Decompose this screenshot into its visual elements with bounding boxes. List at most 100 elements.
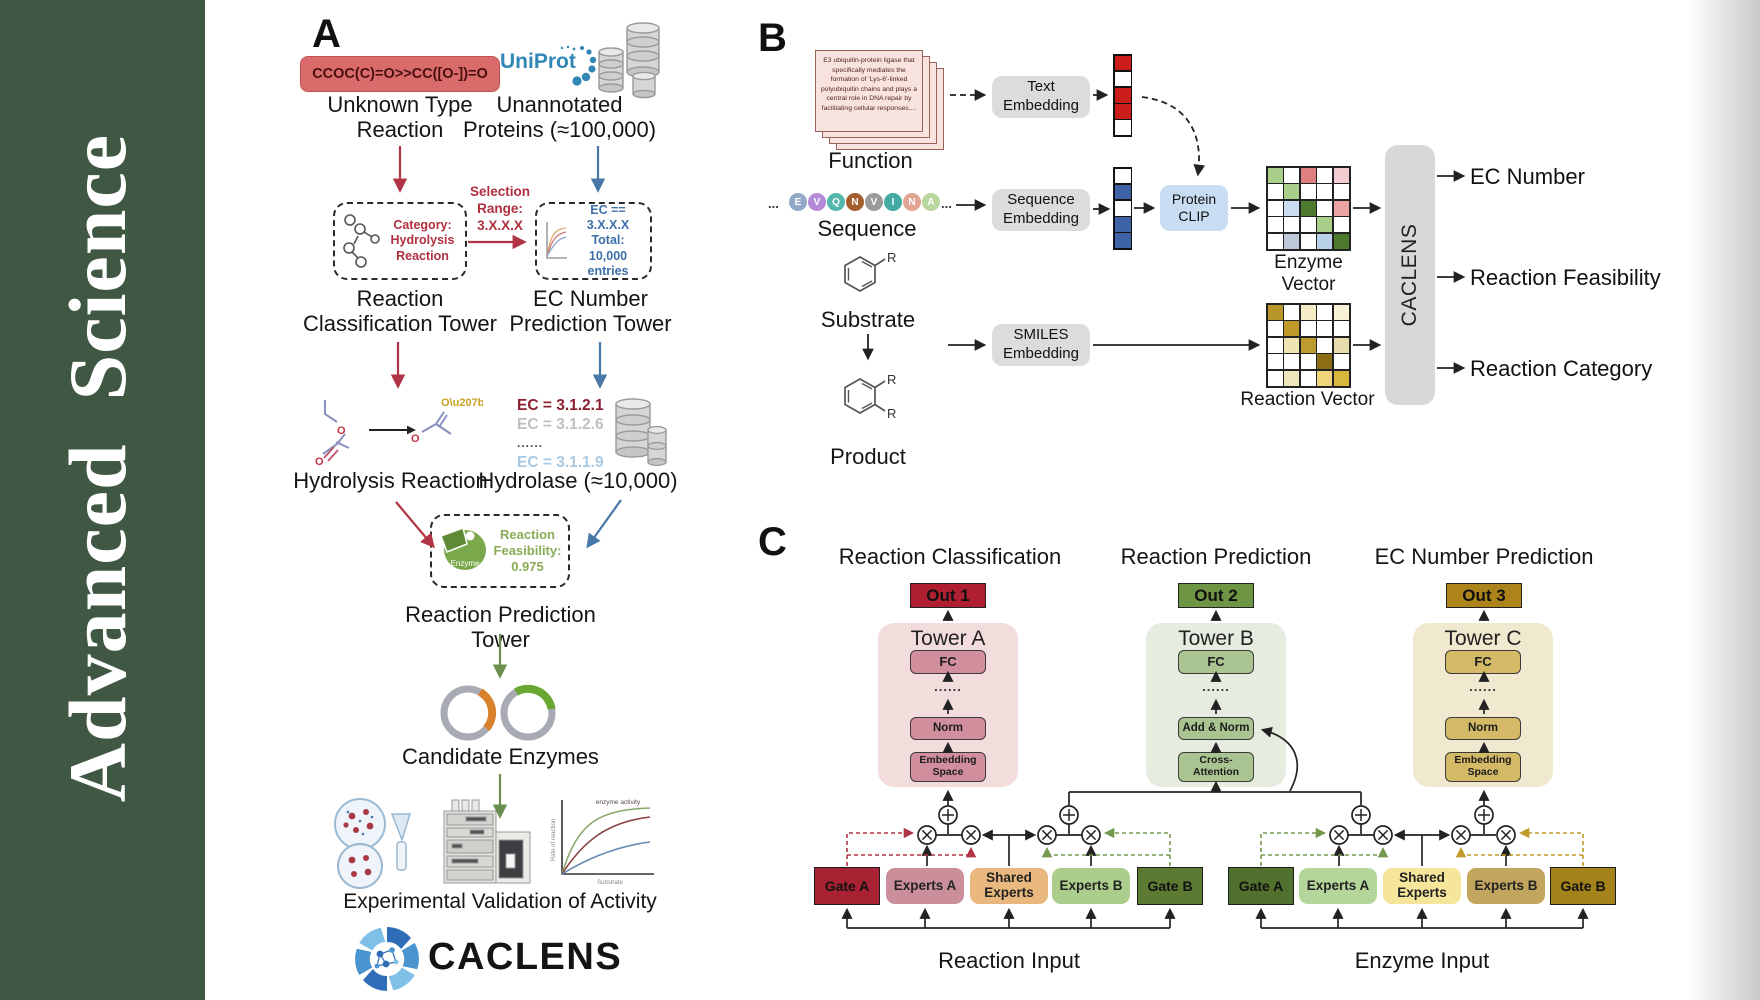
hydrolysis-molecules-icon: O O O\u207b O — [315, 397, 483, 466]
product-label: Product — [830, 444, 906, 469]
vector-cell — [1333, 321, 1349, 337]
sequence-embedding-box: Sequence Embedding — [992, 189, 1090, 231]
vector-cell — [1317, 184, 1333, 200]
residue-circle: V — [865, 193, 883, 211]
ec-item: EC = 3.1.1.9 — [517, 454, 604, 471]
panel-a-label: A — [312, 12, 341, 56]
tower-a-dots: ...... — [934, 679, 962, 694]
vector-cell — [1300, 321, 1316, 337]
vector-cell — [1267, 321, 1283, 337]
out2-box: Out 2 — [1178, 583, 1254, 608]
vector-cell — [1267, 354, 1283, 370]
page-edge-shadow — [1688, 0, 1760, 1000]
enzyme-shared-experts: Shared Experts — [1383, 868, 1461, 904]
substrate-molecule-icon: R — [844, 250, 896, 292]
feasibility-text: Reaction Feasibility: 0.975 — [493, 526, 562, 575]
ec-item-ellipsis: ...... — [517, 436, 544, 450]
vector-cell — [1333, 337, 1349, 353]
vector-cell — [1333, 370, 1349, 386]
vector-cell — [1284, 354, 1300, 370]
ec-filter-text: EC == 3.X.X.X Total: 10,000 entries — [586, 202, 630, 278]
vector-cell — [1267, 370, 1283, 386]
output-reaction-feasibility: Reaction Feasibility — [1470, 265, 1661, 290]
candidate-enzymes-label: Candidate Enzymes — [402, 744, 599, 769]
tower-b-addnorm-layer: Add & Norm — [1178, 717, 1254, 740]
tower-a: Tower A FC ...... Norm Embedding Space — [878, 623, 1018, 787]
vector-cell — [1300, 200, 1316, 216]
tower-c-fc-layer: FC — [1445, 650, 1521, 674]
vector-cell — [1333, 217, 1349, 233]
protein-clip-box: Protein CLIP — [1160, 185, 1228, 231]
tower-b-dots: ...... — [1202, 679, 1230, 694]
output-ec-number: EC Number — [1470, 164, 1585, 189]
vector-cell — [1114, 87, 1131, 103]
reaction-feasibility-box: Enzyme Reaction Feasibility: 0.975 — [430, 514, 570, 588]
enzyme-experts-b: Experts B — [1467, 868, 1545, 904]
vector-cell — [1284, 200, 1300, 216]
tower-a-norm-layer: Norm — [910, 717, 986, 740]
substrate-label: Substrate — [820, 307, 916, 332]
product-molecule-icon: R R — [844, 372, 896, 421]
residue-circle: A — [922, 193, 940, 211]
caclens-model-bar: CACLENS — [1385, 145, 1435, 405]
category-text: Category: Hydrolysis Reaction — [390, 218, 455, 263]
enzyme-gate-a: Gate A — [1228, 867, 1294, 905]
vector-cell — [1300, 233, 1316, 249]
text-embedding-box: Text Embedding — [992, 76, 1090, 118]
vector-cell — [1114, 168, 1131, 184]
enzyme-experts-a: Experts A — [1299, 868, 1377, 904]
vector-cell — [1333, 184, 1349, 200]
ec-item: EC = 3.1.2.1 — [517, 397, 604, 414]
function-label: Function — [828, 148, 913, 173]
svg-text:R: R — [887, 406, 896, 421]
sequence-embedding-vector — [1113, 167, 1133, 250]
journal-name: Advanced Science — [52, 133, 143, 803]
vector-cell — [1300, 337, 1316, 353]
function-cards: E3 ubiquitin-protein ligase that specifi… — [815, 50, 947, 152]
enzyme-icon: Enzyme — [440, 527, 486, 570]
enzyme-input-label: Enzyme Input — [1354, 948, 1490, 973]
prediction-tower-label: Reaction Prediction Tower — [405, 602, 596, 653]
reaction-experts-b: Experts B — [1052, 868, 1130, 904]
tower-a-embedding-layer: Embedding Space — [910, 752, 986, 782]
vector-cell — [1284, 167, 1300, 183]
svg-text:R: R — [887, 372, 896, 387]
vector-cell — [1267, 200, 1283, 216]
vector-cell — [1267, 337, 1283, 353]
hydrolase-label: Hydrolase (≈10,000) — [478, 468, 678, 493]
vector-cell — [1284, 217, 1300, 233]
vector-cell — [1267, 217, 1283, 233]
caclens-bar-text: CACLENS — [1398, 223, 1421, 327]
enzyme-gate-b: Gate B — [1550, 867, 1616, 905]
plasmids-icon — [440, 684, 556, 741]
residue-circle: N — [846, 193, 864, 211]
vector-cell — [1317, 354, 1333, 370]
title-reaction-classification: Reaction Classification — [838, 544, 1062, 569]
vector-cell — [1267, 167, 1283, 183]
database-icon-small — [615, 398, 667, 467]
tower-b-fc-layer: FC — [1178, 650, 1254, 674]
vector-cell — [1300, 184, 1316, 200]
tower-c-title: Tower C — [1444, 627, 1522, 650]
sequence-ellipsis-left: ... — [768, 196, 779, 211]
vector-cell — [1317, 200, 1333, 216]
tower-a-title: Tower A — [910, 627, 986, 650]
residue-circle: I — [884, 193, 902, 211]
classification-tower-label: Reaction Classification Tower — [302, 286, 497, 337]
svg-text:Rate of reaction: Rate of reaction — [551, 819, 557, 861]
enzyme-activity-plot: enzyme activity Rate of reaction Substra… — [551, 799, 654, 886]
residue-circle: N — [903, 193, 921, 211]
validation-label: Experimental Validation of Activity — [343, 890, 657, 913]
reaction-gate-a: Gate A — [814, 867, 880, 905]
journal-banner: Advanced Science — [0, 0, 205, 1000]
ec-item: EC = 3.1.2.6 — [517, 416, 604, 433]
vector-cell — [1284, 337, 1300, 353]
uniprot-logo: UniProt — [500, 45, 597, 86]
vector-cell — [1317, 337, 1333, 353]
out1-box: Out 1 — [910, 583, 986, 608]
tower-c-dots: ...... — [1469, 679, 1497, 694]
svg-text:O\u207b: O\u207b — [441, 397, 483, 409]
sequence-ellipsis-right: ... — [941, 196, 952, 211]
molecules-icon — [343, 214, 380, 268]
svg-text:R: R — [887, 250, 896, 265]
